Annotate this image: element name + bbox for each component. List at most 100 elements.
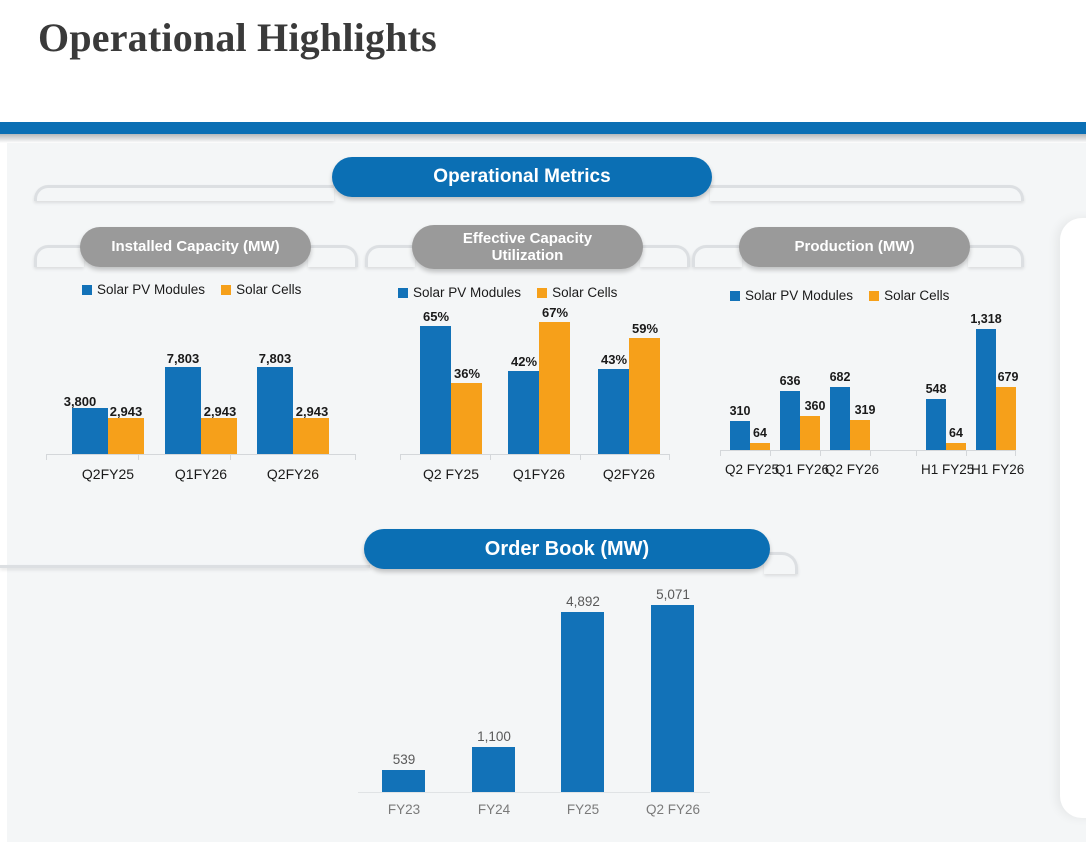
connector-orderbook-left — [0, 565, 370, 568]
x-category-text: Q2 FY26 — [825, 462, 880, 477]
bar-effective-q1fy26-cells — [539, 322, 570, 454]
connector-sub-2 — [308, 245, 358, 267]
axis-tick — [966, 450, 967, 456]
axis-tick — [1015, 450, 1016, 456]
legend-swatch-blue-icon — [398, 287, 408, 298]
legend-label: Solar Cells — [236, 282, 302, 297]
x-category-label: Q2 FY26 — [825, 462, 879, 478]
chart-title-order-book[interactable]: Order Book (MW) — [364, 529, 770, 569]
bar-value-label: 64 — [753, 426, 767, 440]
bar-value-label: 4,892 — [566, 594, 600, 609]
bar-value-label: 3,800 — [63, 394, 97, 409]
header-accent-rule — [0, 122, 1086, 134]
x-category-label: FY23 — [387, 802, 421, 817]
x-category-label: FY24 — [477, 802, 511, 817]
bar-installed-q1fy26-cells — [201, 418, 237, 454]
chart-title-line1: Effective Capacity — [462, 229, 593, 247]
bar-installed-q2fy25-modules — [72, 408, 108, 454]
connector-top-right — [710, 185, 1024, 201]
legend-item-solar-cells: Solar Cells — [869, 288, 949, 303]
connector-top-left — [34, 185, 334, 201]
bar-installed-q1fy26-modules — [165, 367, 201, 454]
legend-label: Solar PV Modules — [745, 288, 854, 303]
header-accent-shadow — [0, 134, 1086, 143]
plot-area-order-book: 539 1,100 4,892 5,071 FY23 FY24 FY25 Q2 … — [350, 587, 710, 817]
connector-sub-5 — [692, 245, 742, 267]
plot-area-effective: 65% 36% 42% 67% 43% 59% Q2 FY25 Q1FY26 Q… — [400, 305, 670, 482]
x-category-label: FY25 — [566, 802, 600, 817]
chart-order-book: 539 1,100 4,892 5,071 FY23 FY24 FY25 Q2 … — [350, 587, 730, 830]
axis-tick — [870, 450, 871, 456]
legend-installed: Solar PV Modules Solar Cells — [82, 282, 301, 297]
legend-swatch-blue-icon — [730, 290, 740, 301]
plot-area-production: 310 64 636 360 682 319 548 64 1,318 679 … — [720, 312, 1024, 477]
bar-effective-q1fy26-modules — [508, 371, 539, 454]
bar-effective-q2fy26-cells — [629, 338, 660, 454]
x-category-label: H1 FY26 — [971, 462, 1025, 478]
bar-production-q2fy25-modules — [730, 421, 750, 450]
chart-title-effective-utilization[interactable]: Effective Capacity Utilization — [412, 225, 643, 269]
banner-operational-metrics[interactable]: Operational Metrics — [332, 157, 712, 197]
legend-swatch-orange-icon — [537, 287, 548, 298]
bar-installed-q2fy25-cells — [108, 418, 144, 454]
bar-orderbook-fy23 — [382, 770, 425, 792]
bar-orderbook-fy24 — [472, 747, 515, 792]
bar-installed-q2fy26-modules — [257, 367, 293, 454]
x-category-label: H1 FY25 — [921, 462, 975, 478]
connector-sub-1 — [34, 245, 84, 267]
bar-value-label: 2,943 — [295, 404, 329, 419]
legend-effective: Solar PV Modules Solar Cells — [398, 285, 617, 300]
connector-orderbook-right — [764, 552, 798, 574]
bar-production-q1fy26-modules — [780, 391, 800, 450]
legend-item-solar-pv-modules: Solar PV Modules — [730, 288, 853, 303]
x-axis — [400, 454, 670, 455]
bar-value-label: 539 — [392, 752, 416, 767]
axis-tick — [820, 450, 821, 456]
chart-title-installed-capacity[interactable]: Installed Capacity (MW) — [80, 227, 311, 267]
bar-value-label: 59% — [631, 321, 659, 336]
axis-tick — [580, 454, 581, 460]
plot-area-installed: 3,800 2,943 7,803 2,943 7,803 2,943 Q2FY… — [46, 306, 356, 482]
bar-production-h1fy25-modules — [926, 399, 946, 450]
axis-tick — [355, 454, 356, 460]
bar-value-label: 1,318 — [970, 312, 1002, 326]
bar-value-label: 2,943 — [109, 404, 143, 419]
bar-production-q1fy26-cells — [800, 416, 820, 450]
axis-tick — [770, 450, 771, 456]
bar-value-label: 548 — [925, 382, 947, 396]
chart-effective-utilization: Solar PV Modules Solar Cells 65% 36% 42%… — [390, 282, 680, 497]
bar-installed-q2fy26-cells — [293, 418, 329, 454]
legend-item-solar-pv-modules: Solar PV Modules — [398, 285, 521, 300]
chart-title-label: Installed Capacity (MW) — [111, 238, 280, 256]
connector-sub-3 — [365, 245, 415, 267]
legend-swatch-orange-icon — [221, 284, 232, 295]
chart-title-label: Production (MW) — [794, 238, 915, 256]
x-category-text: Q2 FY25 — [725, 462, 780, 477]
bar-production-h1fy25-cells — [946, 443, 966, 450]
chart-production: Solar PV Modules Solar Cells 310 64 — [712, 286, 1024, 506]
bar-value-label: 679 — [997, 370, 1019, 384]
x-category-label: Q2FY25 — [81, 466, 135, 482]
axis-tick — [138, 454, 139, 460]
chart-title-production[interactable]: Production (MW) — [739, 227, 970, 267]
x-category-text: H1 FY25 — [921, 462, 975, 477]
chart-title-label: Effective Capacity Utilization — [463, 230, 592, 265]
legend-swatch-orange-icon — [869, 290, 880, 301]
bar-effective-q2fy25-cells — [451, 383, 482, 454]
legend-production: Solar PV Modules Solar Cells — [730, 288, 949, 303]
bar-value-label: 67% — [541, 305, 569, 320]
axis-tick — [720, 450, 721, 456]
chart-installed-capacity: Solar PV Modules Solar Cells 3,800 2,943… — [34, 280, 364, 495]
bar-value-label: 7,803 — [166, 351, 200, 366]
x-category-label: Q2 FY25 — [725, 462, 779, 478]
bar-value-label: 42% — [510, 354, 538, 369]
bar-value-label: 636 — [779, 374, 801, 388]
x-category-text: Q1 FY26 — [775, 462, 830, 477]
x-axis — [46, 454, 356, 455]
x-category-label: Q2 FY25 — [422, 466, 480, 482]
bar-value-label: 7,803 — [258, 351, 292, 366]
x-category-text: H1 FY26 — [971, 462, 1025, 477]
axis-tick — [669, 454, 670, 460]
axis-tick — [916, 450, 917, 456]
